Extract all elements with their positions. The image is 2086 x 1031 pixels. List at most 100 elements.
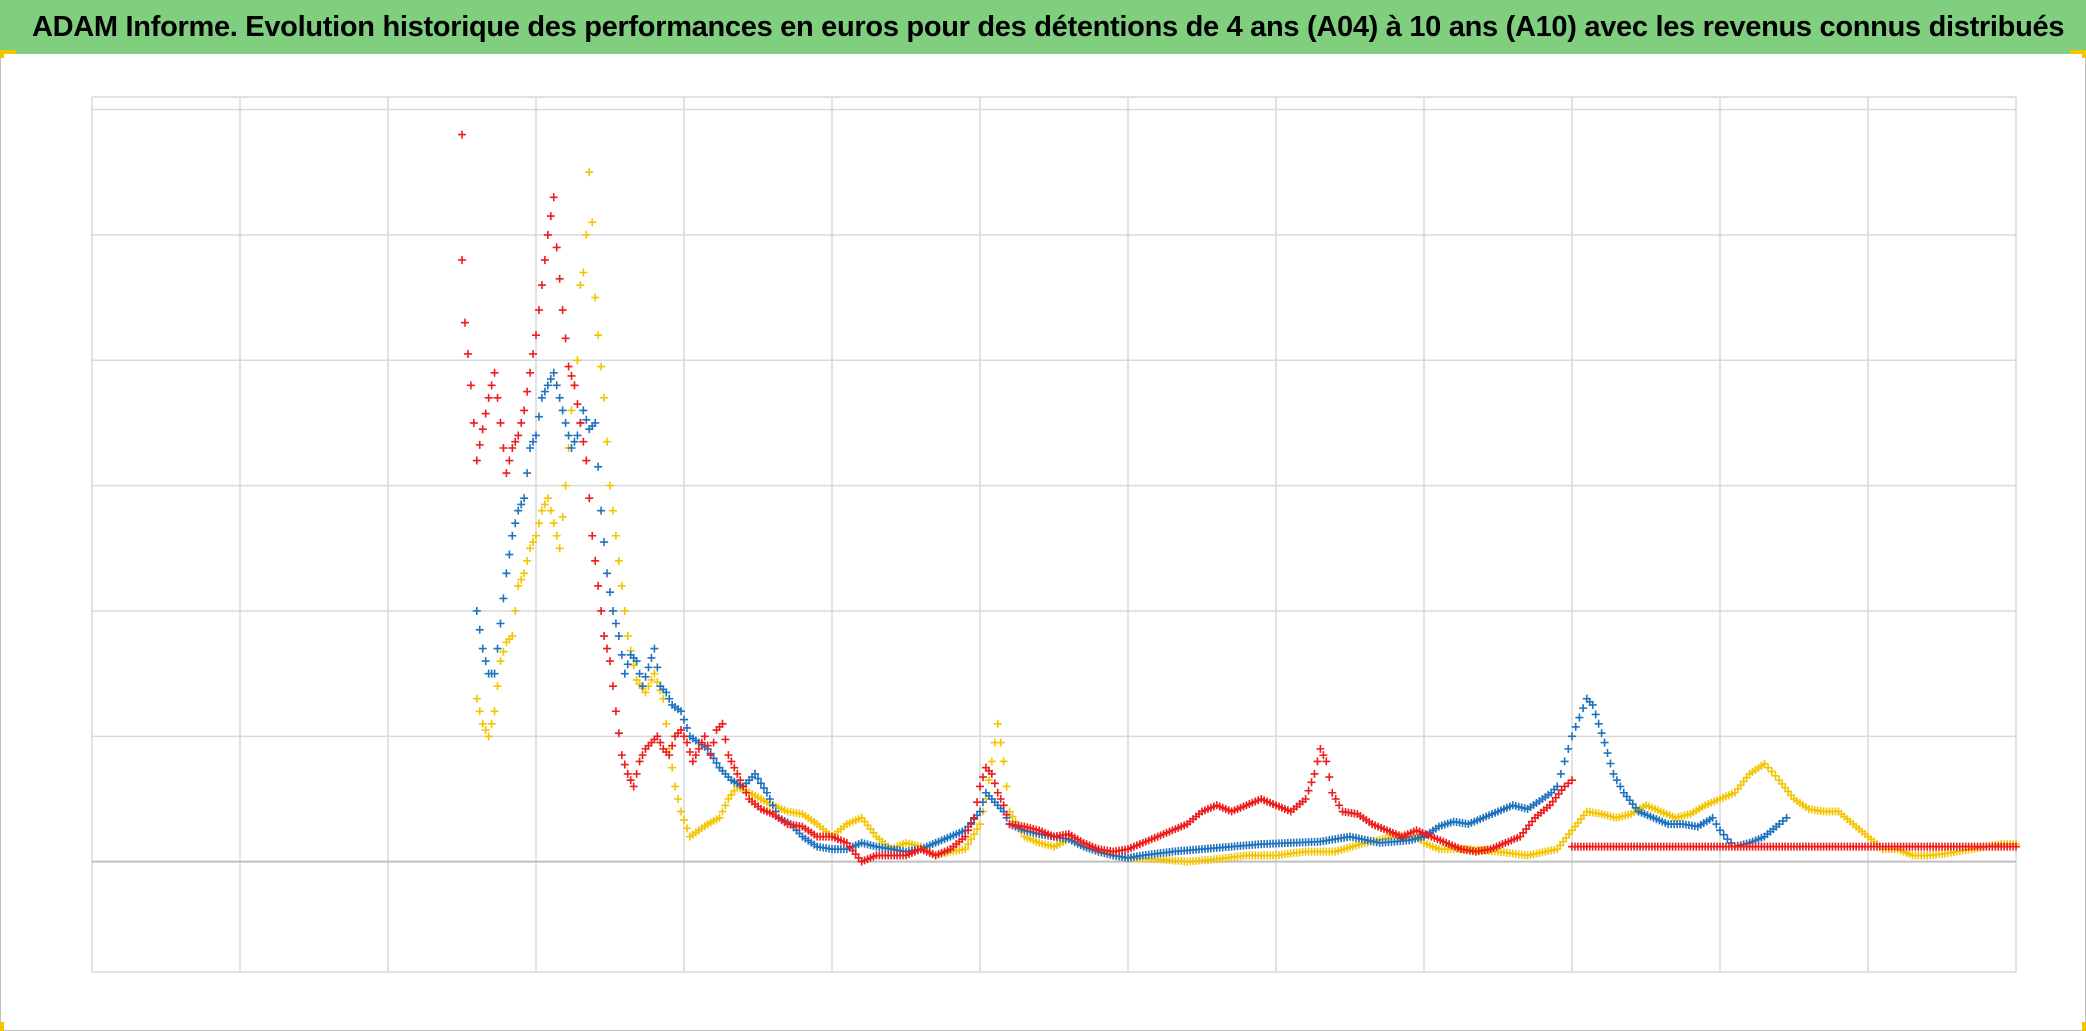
data-point	[534, 412, 543, 421]
data-point	[1322, 757, 1331, 766]
data-point	[460, 318, 469, 327]
data-point	[603, 569, 612, 578]
data-point	[1782, 813, 1791, 822]
data-point	[526, 544, 535, 553]
data-point	[543, 494, 552, 503]
data-point	[759, 784, 768, 793]
data-point	[508, 632, 517, 641]
data-point	[677, 726, 686, 735]
data-point	[1606, 759, 1615, 768]
data-point	[1594, 719, 1603, 728]
data-point	[1301, 795, 1310, 804]
data-point	[1331, 795, 1340, 804]
data-point	[1319, 751, 1328, 760]
data-point	[493, 644, 502, 653]
data-point	[614, 729, 623, 738]
series-2	[458, 130, 2020, 866]
data-point	[481, 726, 490, 735]
data-point	[514, 431, 523, 440]
data-point	[665, 694, 674, 703]
data-point	[967, 835, 976, 844]
data-point	[970, 830, 979, 839]
data-point	[620, 606, 629, 615]
data-point	[573, 400, 582, 409]
data-point	[1612, 776, 1621, 785]
data-point	[703, 741, 712, 750]
data-point	[1335, 801, 1344, 810]
data-point	[1553, 782, 1562, 791]
data-point	[1767, 767, 1776, 776]
data-point	[967, 820, 976, 829]
data-point	[558, 512, 567, 521]
data-point	[496, 657, 505, 666]
data-point	[546, 375, 555, 384]
data-point	[685, 747, 694, 756]
data-point	[611, 531, 620, 540]
data-point	[751, 769, 760, 778]
data-point	[549, 193, 558, 202]
data-point	[552, 381, 561, 390]
data-point	[532, 431, 540, 440]
data-point	[1575, 713, 1584, 722]
data-point	[594, 581, 603, 590]
data-point	[641, 672, 650, 681]
data-point	[458, 130, 466, 139]
data-point	[481, 657, 490, 666]
data-point	[570, 381, 579, 390]
data-point	[466, 381, 475, 390]
data-point	[537, 393, 546, 402]
data-point	[1616, 782, 1625, 791]
data-point	[505, 456, 514, 465]
data-point	[662, 688, 671, 697]
data-point	[523, 469, 532, 478]
data-point	[570, 437, 579, 446]
data-point	[727, 790, 736, 799]
data-point	[999, 801, 1008, 810]
data-point	[617, 581, 626, 590]
data-point	[1591, 710, 1600, 719]
data-point	[671, 782, 680, 791]
data-point	[478, 644, 487, 653]
data-point	[472, 606, 481, 615]
data-point	[523, 387, 532, 396]
data-point	[617, 650, 626, 659]
data-point	[674, 795, 683, 804]
data-point	[976, 782, 984, 791]
data-point	[668, 741, 677, 750]
data-point	[614, 632, 623, 641]
data-point	[650, 644, 659, 653]
data-point	[561, 481, 570, 490]
data-point	[682, 738, 691, 747]
data-point	[635, 757, 644, 766]
data-point	[1764, 763, 1773, 772]
data-point	[680, 715, 688, 724]
data-point	[700, 732, 709, 741]
data-point	[520, 494, 529, 503]
data-point	[1002, 810, 1011, 819]
data-point	[623, 632, 632, 641]
data-point	[511, 606, 520, 615]
data-point	[632, 657, 641, 666]
data-point	[1316, 744, 1325, 753]
data-point	[499, 594, 508, 603]
data-point	[1325, 773, 1334, 782]
grid-layer	[91, 96, 2017, 973]
data-point	[1568, 732, 1576, 741]
data-point	[987, 769, 996, 778]
data-point	[1579, 704, 1588, 713]
data-point	[555, 274, 564, 283]
data-point	[611, 619, 620, 628]
data-point	[987, 757, 996, 766]
data-point	[585, 494, 594, 503]
data-point	[478, 425, 487, 434]
data-point	[600, 538, 609, 547]
data-point	[588, 218, 597, 227]
data-point	[502, 569, 511, 578]
data-point	[653, 678, 662, 687]
data-point	[493, 393, 502, 402]
data-point	[754, 774, 762, 783]
data-point	[543, 230, 552, 239]
data-point	[623, 660, 632, 669]
data-point	[644, 663, 653, 672]
